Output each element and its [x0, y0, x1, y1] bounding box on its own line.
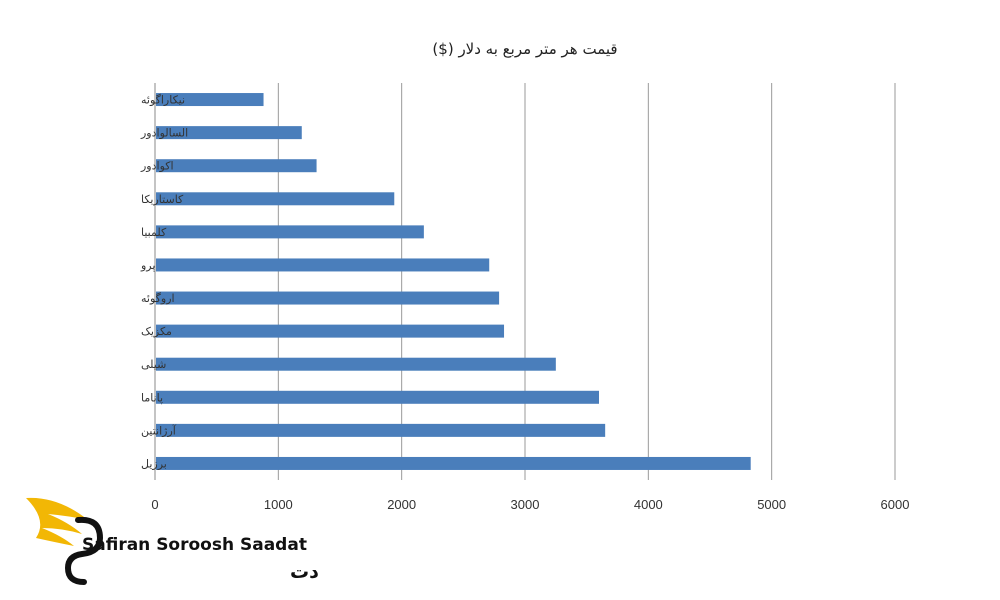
- bar: [156, 456, 751, 470]
- category-label: اروگوئه: [141, 292, 175, 305]
- bar: [156, 258, 490, 272]
- bar: [156, 357, 556, 371]
- x-tick-label: 1000: [264, 497, 293, 512]
- bar: [156, 159, 317, 173]
- category-label: پرو: [140, 259, 155, 272]
- x-tick-label: 3000: [511, 497, 540, 512]
- category-label: مکزیک: [141, 325, 172, 338]
- category-label: برزیل: [141, 457, 167, 470]
- bar: [156, 126, 302, 140]
- category-label: آرژانتین: [141, 423, 177, 437]
- category-label: پاناما: [141, 391, 163, 404]
- bar: [156, 225, 424, 239]
- category-label: کلمبیا: [141, 226, 167, 239]
- brand-name-english: Safiran Soroosh Saadat: [82, 535, 307, 555]
- x-tick-label: 6000: [881, 497, 910, 512]
- bar: [156, 324, 505, 338]
- x-tick-label: 2000: [387, 497, 416, 512]
- brand-name-persian: سفیران سروش سعادت: [290, 561, 318, 583]
- category-label: کاستاریکا: [141, 193, 184, 206]
- x-tick-labels: 0 1000 2000 3000 4000 5000 6000: [151, 497, 909, 512]
- bar: [156, 192, 395, 206]
- gridlines: [154, 83, 896, 480]
- x-tick-label: 5000: [757, 497, 786, 512]
- bars: [156, 93, 751, 470]
- wing-icon: [26, 497, 104, 585]
- category-label: اکوادور: [140, 160, 174, 173]
- bar: [156, 93, 264, 107]
- category-label: شیلی: [141, 358, 166, 371]
- bar: [156, 390, 599, 404]
- category-label: نیکاراگوئه: [141, 94, 185, 107]
- chart-title: قیمت هر متر مربع به دلار ($): [432, 40, 617, 58]
- bar: [156, 423, 606, 437]
- category-label: السالوادور: [140, 127, 188, 140]
- x-tick-label: 0: [151, 497, 158, 512]
- company-logo: Safiran Soroosh Saadat سفیران سروش سعادت: [26, 497, 318, 585]
- category-labels: نیکاراگوئه السالوادور اکوادور کاستاریکا کلمب…: [140, 94, 188, 471]
- x-tick-label: 4000: [634, 497, 663, 512]
- bar: [156, 291, 500, 305]
